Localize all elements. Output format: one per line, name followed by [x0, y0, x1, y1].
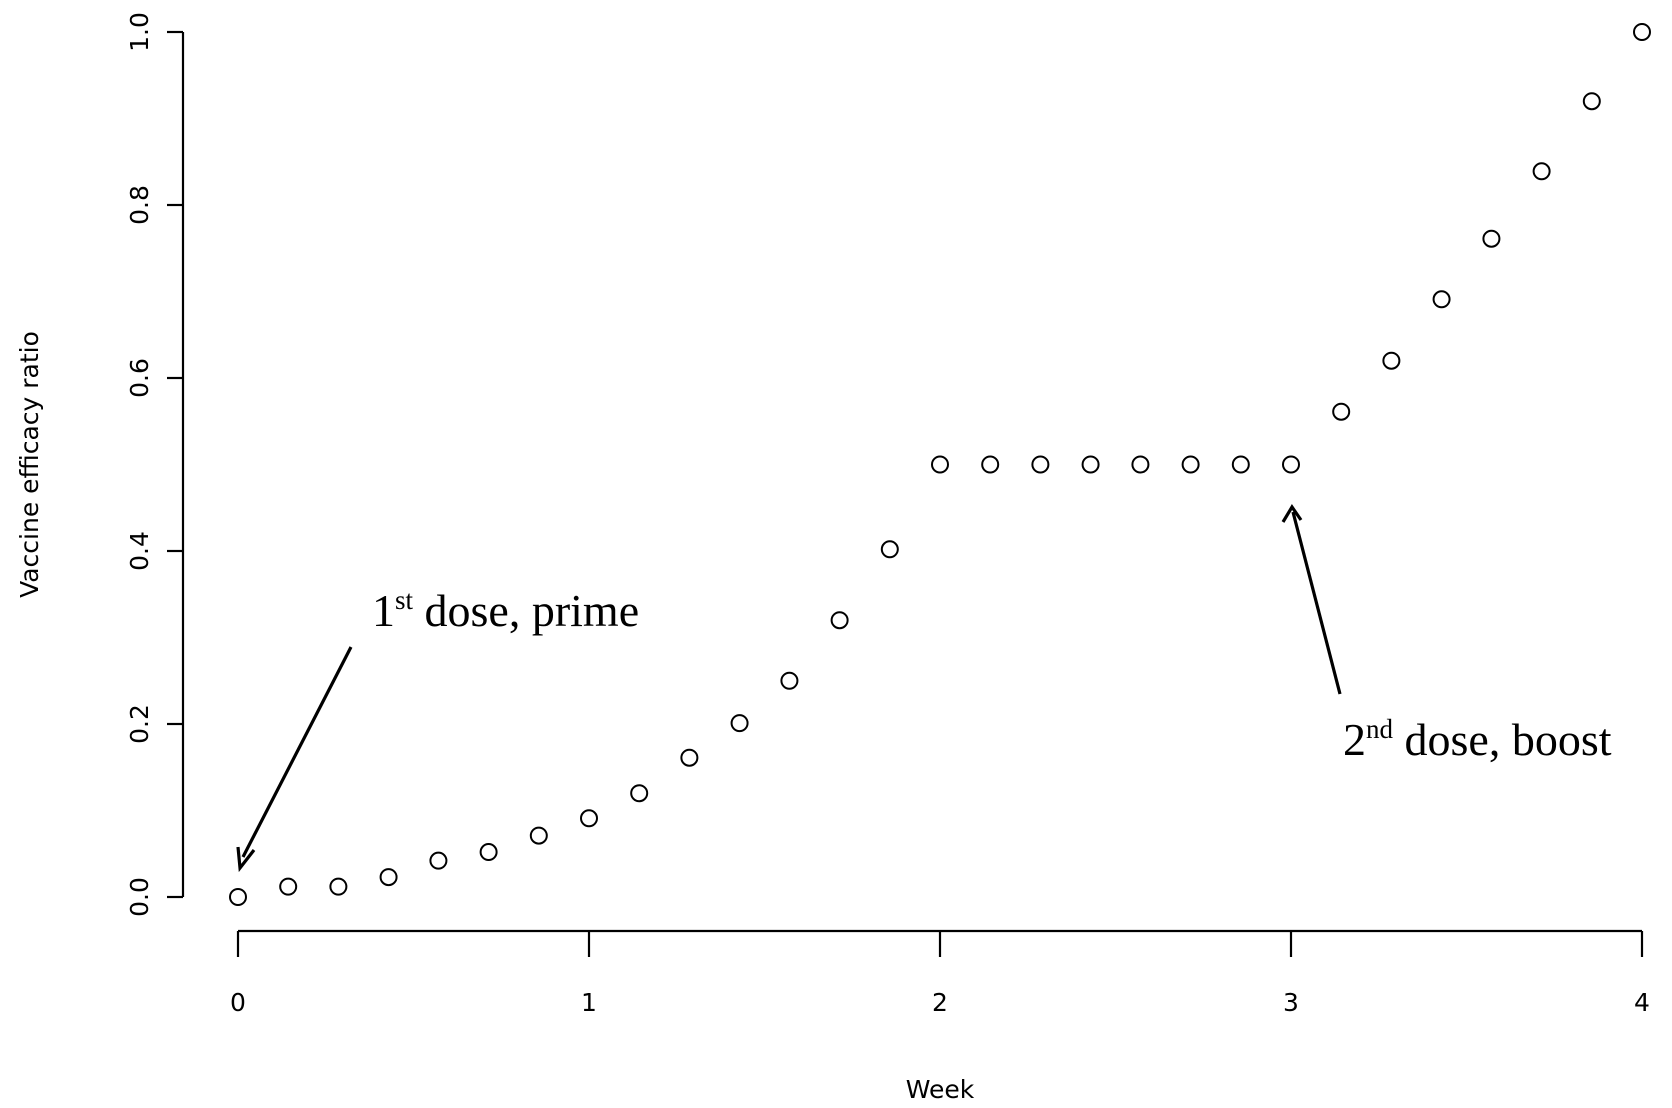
data-point — [529, 826, 548, 845]
data-point — [730, 714, 749, 733]
data-point — [580, 809, 598, 828]
x-tick-label: 0 — [230, 988, 246, 1017]
annotation-prime-arrow — [241, 646, 353, 858]
x-tick-label: 1 — [581, 988, 597, 1017]
data-point — [429, 851, 448, 870]
data-point — [981, 455, 1000, 474]
annotation-prime-number: 1 — [372, 585, 395, 636]
data-point — [1532, 162, 1551, 181]
y-axis: 0.0 0.2 0.4 0.6 0.8 1.0 — [125, 12, 185, 917]
annotation-boost-text: dose, boost — [1393, 714, 1612, 765]
data-point — [680, 748, 699, 767]
annotation-boost-arrowhead — [1281, 504, 1303, 523]
x-tick-label: 2 — [932, 988, 948, 1017]
data-point — [1432, 290, 1451, 309]
data-point — [329, 877, 348, 896]
data-point — [830, 611, 849, 630]
y-tick-label: 0.6 — [125, 358, 154, 398]
data-point — [1131, 455, 1150, 474]
data-point — [1332, 402, 1351, 421]
data-point — [379, 868, 398, 887]
y-tick-label: 0.2 — [125, 704, 154, 744]
annotation-boost: 2nd dose, boost — [1281, 504, 1612, 765]
annotation-prime: 1st dose, prime — [236, 585, 639, 873]
data-point — [931, 455, 949, 474]
annotation-boost-superscript: nd — [1366, 714, 1394, 744]
y-axis-title: Vaccine efficacy ratio — [15, 331, 44, 598]
data-point — [1282, 455, 1300, 474]
data-point — [1482, 229, 1501, 248]
y-tick-label: 0.4 — [125, 531, 154, 571]
data-points — [229, 23, 1651, 906]
y-tick-label: 0.8 — [125, 185, 154, 225]
x-tick-label: 4 — [1634, 988, 1650, 1017]
data-point — [880, 540, 899, 559]
x-axis-title: Week — [906, 1075, 975, 1104]
annotation-prime-superscript: st — [395, 585, 414, 615]
data-point — [1231, 455, 1250, 474]
data-point — [1031, 455, 1050, 474]
x-tick-label: 3 — [1283, 988, 1299, 1017]
data-point — [1081, 455, 1100, 474]
annotation-prime-label: 1st dose, prime — [372, 585, 639, 636]
annotation-boost-label: 2nd dose, boost — [1343, 714, 1612, 765]
data-point — [630, 784, 649, 803]
y-tick-label: 0.0 — [125, 877, 154, 917]
y-tick-label: 1.0 — [125, 12, 154, 52]
annotation-prime-arrowhead — [236, 846, 256, 873]
data-point — [1181, 455, 1200, 474]
annotation-prime-text: dose, prime — [413, 585, 639, 636]
annotation-boost-arrow — [1291, 511, 1342, 695]
data-point — [1633, 23, 1651, 41]
data-point — [780, 671, 799, 690]
data-point — [279, 877, 298, 896]
data-point — [229, 888, 247, 906]
data-point — [479, 843, 498, 862]
x-axis: 0 1 2 3 4 — [230, 929, 1650, 1017]
annotation-boost-number: 2 — [1343, 714, 1366, 765]
data-point — [1382, 351, 1401, 370]
data-point — [1582, 92, 1601, 111]
